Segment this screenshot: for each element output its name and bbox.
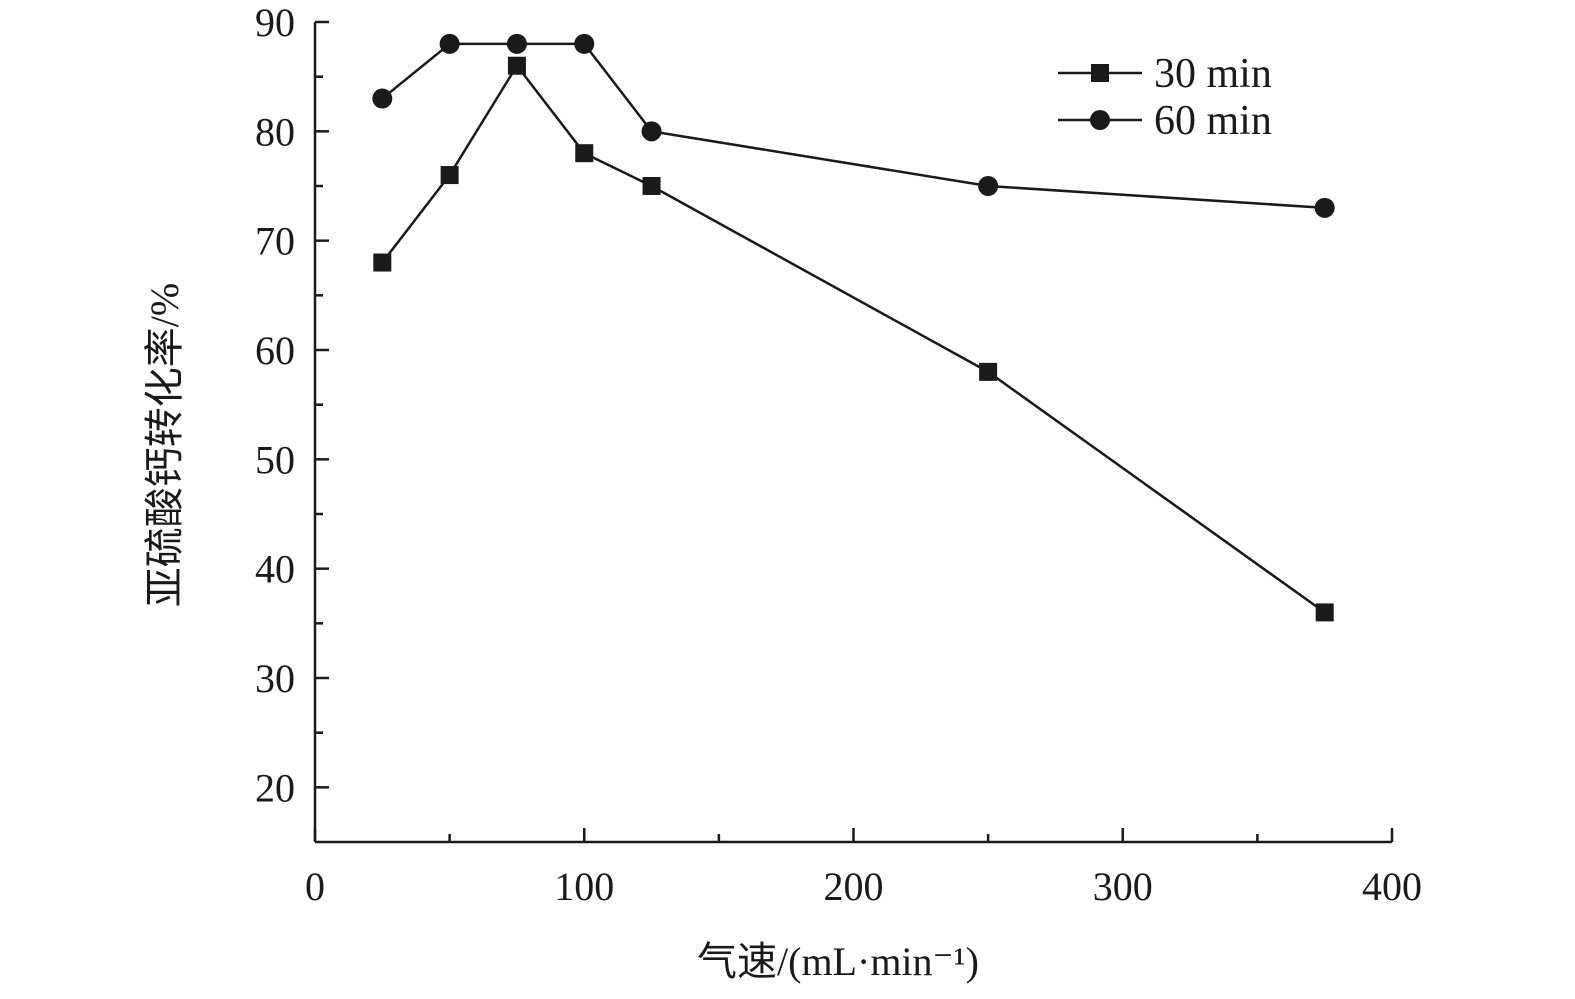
axes: 0 100 200 300 400 20 30 40 50 60 70 80 90 [255,0,1422,909]
y-tick-label: 40 [255,547,295,592]
x-axis-title: 气速/(mL·min⁻¹) [697,939,979,984]
x-tick-label: 300 [1093,864,1153,909]
y-tick-label: 20 [255,765,295,810]
data-point [373,253,392,272]
x-tick-label: 200 [824,864,884,909]
legend-label: 60 min [1154,98,1272,144]
x-tick-label: 100 [554,864,614,909]
y-tick-label: 60 [255,328,295,373]
x-tick-label: 400 [1362,864,1422,909]
legend-marker [1091,64,1109,82]
legend-item: 30 min [1058,51,1272,97]
y-tick-label: 90 [255,0,295,45]
data-point [440,166,459,185]
y-tick-label: 80 [255,109,295,154]
series-line [381,63,1326,614]
y-tick-label: 30 [255,656,295,701]
series-30-min [373,56,1334,622]
data-point [979,362,998,381]
data-point [575,144,594,163]
data-point [641,121,662,142]
legend-item: 60 min [1058,98,1272,144]
data-point [1315,603,1334,622]
x-tick-label: 0 [305,864,325,909]
legend-marker [1090,110,1110,130]
data-point [506,33,527,54]
data-point [642,177,661,195]
y-axis-title: 亚硫酸钙转化率/% [142,283,187,607]
series-60-min [372,33,1335,218]
data-point [1314,197,1335,218]
data-point [439,33,460,54]
legend-label: 30 min [1154,51,1272,97]
data-point [507,56,526,75]
data-point [372,88,393,109]
series-layer [372,33,1335,622]
data-point [978,176,999,196]
y-tick-label: 70 [255,219,295,264]
y-tick-label: 50 [255,437,295,482]
data-point [574,33,595,54]
